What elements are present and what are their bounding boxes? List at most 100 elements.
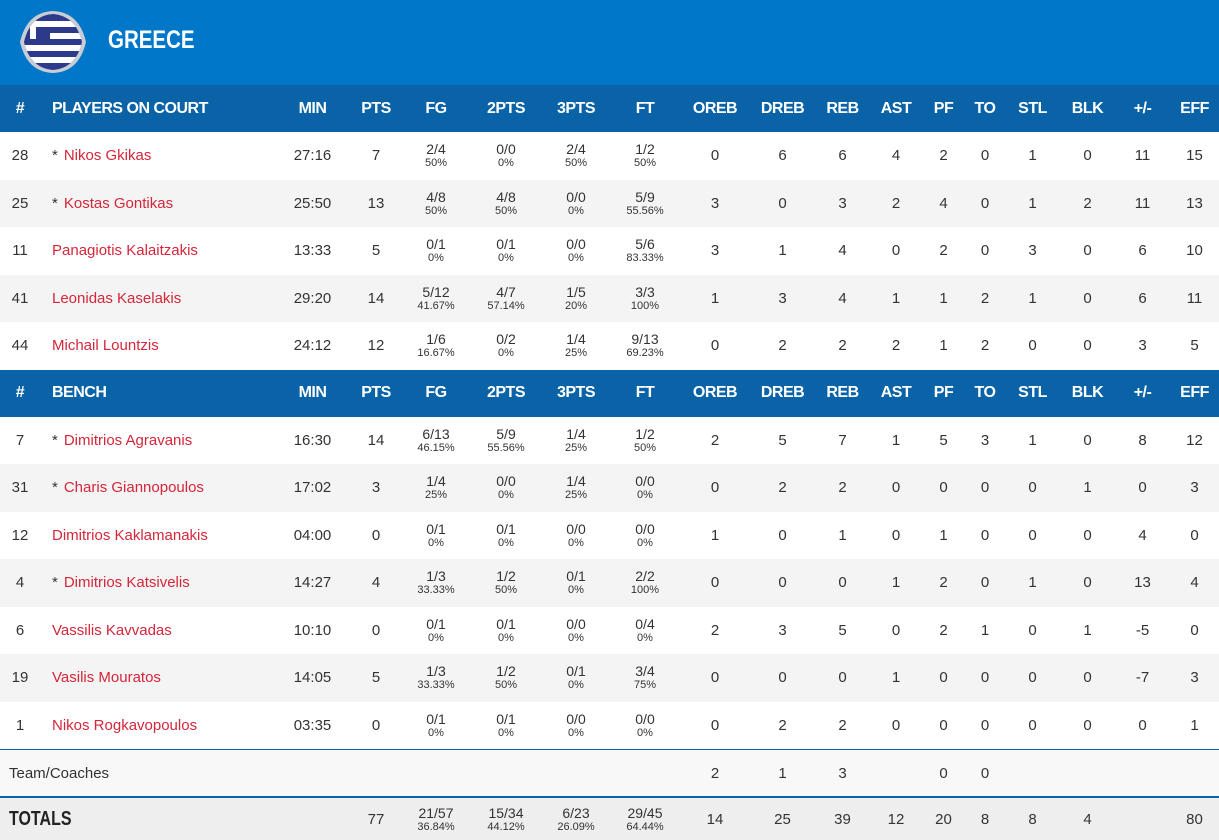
column-header-oreb[interactable]: OREB bbox=[680, 85, 750, 132]
player-row: 28 * Nikos Gkikas 27:16 7 2/4 50% 0/0 0% 2/4 50% 1/… bbox=[0, 132, 1219, 180]
column-header-2pts[interactable]: 2PTS bbox=[470, 85, 542, 132]
min-cell: 14:27 bbox=[275, 559, 350, 607]
ft-cell: 0/4 0% bbox=[610, 606, 680, 654]
reb-cell: 2 bbox=[815, 464, 870, 512]
reb-cell: 7 bbox=[815, 416, 870, 464]
ft-made-attempted: 3/4 bbox=[635, 663, 655, 680]
pf-cell: 2 bbox=[922, 606, 965, 654]
3pts-cell: 1/4 25% bbox=[542, 322, 610, 370]
blk-cell: 0 bbox=[1060, 132, 1115, 180]
reb-cell: 6 bbox=[815, 132, 870, 180]
column-header-dreb[interactable]: DREB bbox=[750, 369, 815, 417]
2pts-percentage: 0% bbox=[498, 252, 514, 265]
starters-header-row: # PLAYERS ON COURT MIN PTS FG 2PTS 3PTS FT OREB D… bbox=[0, 85, 1219, 132]
player-name-link[interactable]: Michail Lountzis bbox=[52, 337, 159, 355]
team-dreb-cell: 1 bbox=[750, 749, 815, 797]
column-header-pf[interactable]: PF bbox=[922, 85, 965, 132]
eff-cell: 13 bbox=[1170, 179, 1219, 227]
pts-cell: 5 bbox=[350, 227, 402, 275]
column-header-pts[interactable]: PTS bbox=[350, 369, 402, 417]
player-row: 7 * Dimitrios Agravanis 16:30 14 6/13 46.15% 5/… bbox=[0, 416, 1219, 464]
plus-minus-cell: 0 bbox=[1115, 464, 1170, 512]
fg-percentage: 50% bbox=[424, 204, 448, 217]
fg-percentage: 0% bbox=[428, 536, 444, 549]
column-header-ast[interactable]: AST bbox=[870, 369, 922, 417]
player-name-link[interactable]: Nikos Gkikas bbox=[63, 147, 152, 165]
column-header-stl[interactable]: STL bbox=[1005, 369, 1060, 417]
player-name-link[interactable]: Panagiotis Kalaitzakis bbox=[52, 242, 198, 260]
ft-percentage: 50% bbox=[633, 441, 657, 454]
to-cell: 0 bbox=[965, 701, 1005, 750]
2pts-cell: 0/0 0% bbox=[470, 132, 542, 180]
eff-cell: 0 bbox=[1170, 511, 1219, 559]
total-fg-cell: 21/57 36.84% bbox=[402, 796, 470, 840]
ast-cell: 0 bbox=[870, 464, 922, 512]
player-name-link[interactable]: Dimitrios Agravanis bbox=[63, 431, 193, 449]
column-header-blk[interactable]: BLK bbox=[1060, 85, 1115, 132]
stl-cell: 1 bbox=[1005, 416, 1060, 464]
player-cell: * Charis Giannopoulos bbox=[40, 464, 275, 512]
column-header-eff[interactable]: EFF bbox=[1170, 369, 1219, 417]
ft-made-attempted: 0/0 bbox=[635, 710, 655, 727]
3pts-made-attempted: 1/4 bbox=[566, 331, 586, 348]
3pts-percentage: 0% bbox=[568, 726, 584, 739]
dreb-cell: 2 bbox=[750, 701, 815, 750]
column-header-stl[interactable]: STL bbox=[1005, 85, 1060, 132]
player-name-link[interactable]: Vassilis Kavvadas bbox=[52, 621, 172, 639]
column-header-ft[interactable]: FT bbox=[610, 369, 680, 417]
ft-cell: 1/2 50% bbox=[610, 416, 680, 464]
column-header-pf[interactable]: PF bbox=[922, 369, 965, 417]
column-header-min[interactable]: MIN bbox=[275, 85, 350, 132]
player-cell: Vassilis Kavvadas bbox=[40, 606, 275, 654]
min-cell: 03:35 bbox=[275, 701, 350, 750]
total-to: 8 bbox=[965, 796, 1005, 840]
column-header-3pts[interactable]: 3PTS bbox=[542, 85, 610, 132]
player-name-link[interactable]: Leonidas Kaselakis bbox=[52, 289, 182, 307]
player-name-link[interactable]: Nikos Rogkavopoulos bbox=[52, 716, 198, 734]
column-header-reb[interactable]: REB bbox=[815, 85, 870, 132]
2pts-percentage: 55.56% bbox=[487, 441, 525, 454]
column-header-fg[interactable]: FG bbox=[402, 369, 470, 417]
column-header-ft[interactable]: FT bbox=[610, 85, 680, 132]
column-header-dreb[interactable]: DREB bbox=[750, 85, 815, 132]
3pts-cell: 0/0 0% bbox=[542, 511, 610, 559]
column-header-eff[interactable]: EFF bbox=[1170, 85, 1219, 132]
player-name-link[interactable]: Vasilis Mouratos bbox=[52, 669, 161, 687]
column-header-to[interactable]: TO bbox=[965, 85, 1005, 132]
team-reb-cell: 3 bbox=[815, 749, 870, 797]
team-pf-cell: 0 bbox=[922, 749, 965, 797]
column-header-2pts[interactable]: 2PTS bbox=[470, 369, 542, 417]
total-fg-made-attempted: 21/57 bbox=[418, 804, 454, 821]
2pts-cell: 0/1 0% bbox=[470, 701, 542, 750]
player-cell: Michail Lountzis bbox=[40, 322, 275, 370]
2pts-percentage: 0% bbox=[498, 489, 514, 502]
column-header-blk[interactable]: BLK bbox=[1060, 369, 1115, 417]
column-header-num[interactable]: # bbox=[0, 85, 40, 132]
player-name-link[interactable]: Dimitrios Kaklamanakis bbox=[52, 526, 208, 544]
pf-cell: 0 bbox=[922, 464, 965, 512]
3pts-percentage: 25% bbox=[564, 489, 588, 502]
column-header-plus-minus[interactable]: +/- bbox=[1115, 369, 1170, 417]
player-name-link[interactable]: Dimitrios Katsivelis bbox=[63, 574, 190, 592]
jersey-number: 4 bbox=[0, 559, 40, 607]
column-header-3pts[interactable]: 3PTS bbox=[542, 369, 610, 417]
player-name-link[interactable]: Charis Giannopoulos bbox=[63, 479, 204, 497]
column-header-reb[interactable]: REB bbox=[815, 369, 870, 417]
2pts-made-attempted: 1/2 bbox=[496, 663, 516, 680]
plus-minus-cell: 4 bbox=[1115, 511, 1170, 559]
column-header-oreb[interactable]: OREB bbox=[680, 369, 750, 417]
2pts-cell: 1/2 50% bbox=[470, 654, 542, 702]
column-header-pts[interactable]: PTS bbox=[350, 85, 402, 132]
fg-percentage: 0% bbox=[428, 252, 444, 265]
column-header-ast[interactable]: AST bbox=[870, 85, 922, 132]
min-cell: 13:33 bbox=[275, 227, 350, 275]
column-header-fg[interactable]: FG bbox=[402, 85, 470, 132]
column-header-to[interactable]: TO bbox=[965, 369, 1005, 417]
column-header-plus-minus[interactable]: +/- bbox=[1115, 85, 1170, 132]
column-header-min[interactable]: MIN bbox=[275, 369, 350, 417]
min-cell: 14:05 bbox=[275, 654, 350, 702]
player-name-link[interactable]: Kostas Gontikas bbox=[63, 194, 174, 212]
fg-cell: 2/4 50% bbox=[402, 132, 470, 180]
column-header-num[interactable]: # bbox=[0, 369, 40, 417]
jersey-number: 6 bbox=[0, 606, 40, 654]
